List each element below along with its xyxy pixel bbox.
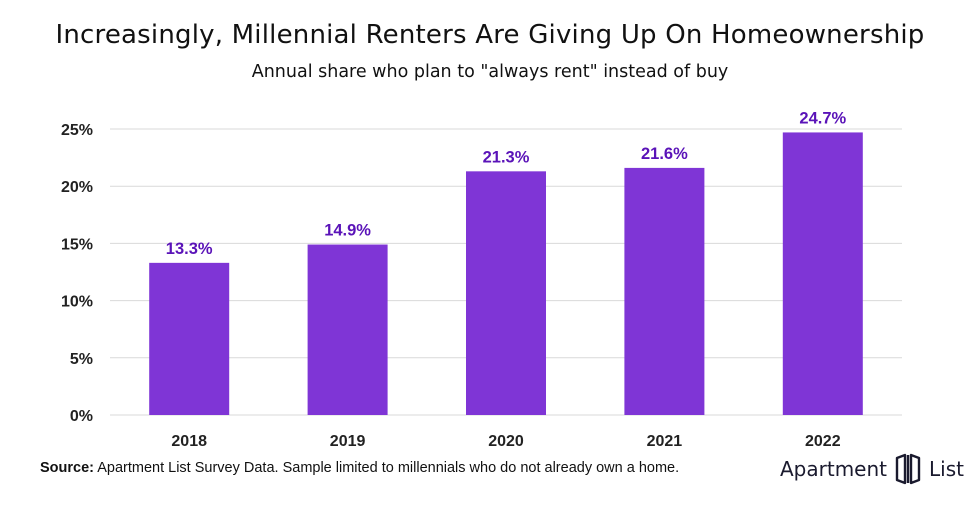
data-label: 24.7% (799, 109, 846, 127)
bar (782, 132, 863, 415)
brand-name-left: Apartment (780, 457, 888, 481)
x-tick-label: 2021 (647, 433, 683, 450)
apartment-list-logo: Apartment List (780, 452, 964, 486)
data-label: 13.3% (166, 240, 213, 258)
apartment-list-logo-icon (895, 453, 921, 485)
x-tick-label: 2018 (171, 433, 207, 450)
bar (466, 171, 546, 415)
y-tick-label: 15% (61, 236, 93, 253)
data-label: 21.6% (641, 145, 688, 163)
chart-subtitle: Annual share who plan to "always rent" i… (251, 62, 729, 82)
x-tick-label: 2019 (330, 433, 366, 450)
data-label: 21.3% (483, 148, 530, 166)
source-text: Apartment List Survey Data. Sample limit… (94, 460, 680, 476)
y-tick-label: 10% (61, 294, 93, 311)
x-tick-label: 2020 (488, 433, 524, 450)
chart-title: Increasingly, Millennial Renters Are Giv… (55, 20, 925, 50)
source-label: Source: (40, 460, 94, 476)
brand-name-right: List (929, 457, 964, 481)
data-label: 14.9% (324, 222, 371, 240)
y-tick-label: 0% (70, 408, 93, 425)
y-tick-label: 25% (61, 122, 93, 139)
bar (307, 244, 388, 415)
source-note: Source: Apartment List Survey Data. Samp… (40, 460, 679, 476)
y-tick-label: 20% (61, 179, 93, 196)
x-tick-label: 2022 (805, 433, 841, 450)
bar (149, 262, 230, 415)
y-tick-label: 5% (70, 351, 93, 368)
bar (624, 167, 705, 415)
